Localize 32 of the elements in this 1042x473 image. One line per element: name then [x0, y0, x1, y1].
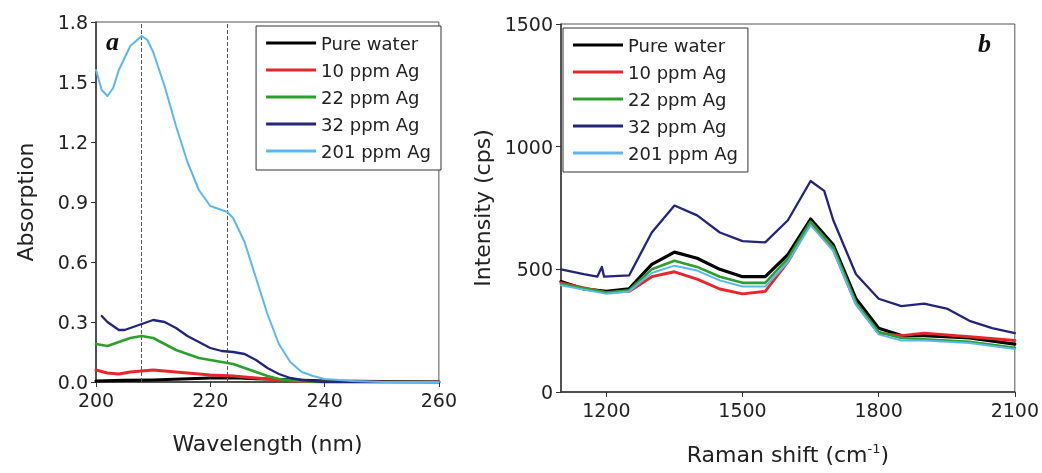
x-tick-label: 220 — [192, 388, 229, 411]
y-axis-title: Intensity (cps) — [470, 129, 496, 287]
legend-label: 22 ppm Ag — [628, 88, 727, 110]
y-tick-label: 1000 — [504, 135, 553, 158]
legend-label: Pure water — [628, 34, 726, 56]
x-tick-label: 1800 — [854, 398, 903, 421]
y-tick-label: 0.6 — [57, 251, 88, 273]
x-tick-label: 260 — [420, 388, 457, 411]
x-axis-title: Wavelength (nm) — [172, 430, 363, 456]
y-tick-label: 1500 — [504, 13, 553, 35]
y-axis-title: Absorption — [12, 142, 38, 262]
legend-label: 32 ppm Ag — [628, 115, 727, 137]
legend-label: 32 ppm Ag — [321, 113, 420, 135]
y-tick-label: 1.2 — [57, 131, 88, 153]
y-tick-label: 0.3 — [57, 311, 88, 333]
x-tick-label: 1500 — [718, 398, 767, 421]
x-tick-label: 240 — [306, 388, 343, 411]
legend-label: 10 ppm Ag — [628, 61, 727, 83]
annotation: a — [106, 26, 119, 56]
y-tick-label: 500 — [516, 258, 553, 281]
y-tick-label: 1.5 — [57, 71, 88, 93]
legend-label: 201 ppm Ag — [321, 140, 432, 162]
y-tick-label: 0.9 — [57, 191, 88, 213]
legend-label: 201 ppm Ag — [628, 142, 738, 164]
legend-label: 10 ppm Ag — [321, 59, 420, 81]
x-tick-label: 2100 — [990, 398, 1039, 421]
legend-label: Pure water — [321, 32, 419, 54]
y-tick-label: 1.8 — [57, 11, 88, 33]
x-tick-label: 1200 — [582, 398, 631, 421]
legend-label: 22 ppm Ag — [321, 86, 420, 108]
annotation: b — [978, 28, 991, 58]
y-tick-label: 0 — [540, 381, 553, 403]
